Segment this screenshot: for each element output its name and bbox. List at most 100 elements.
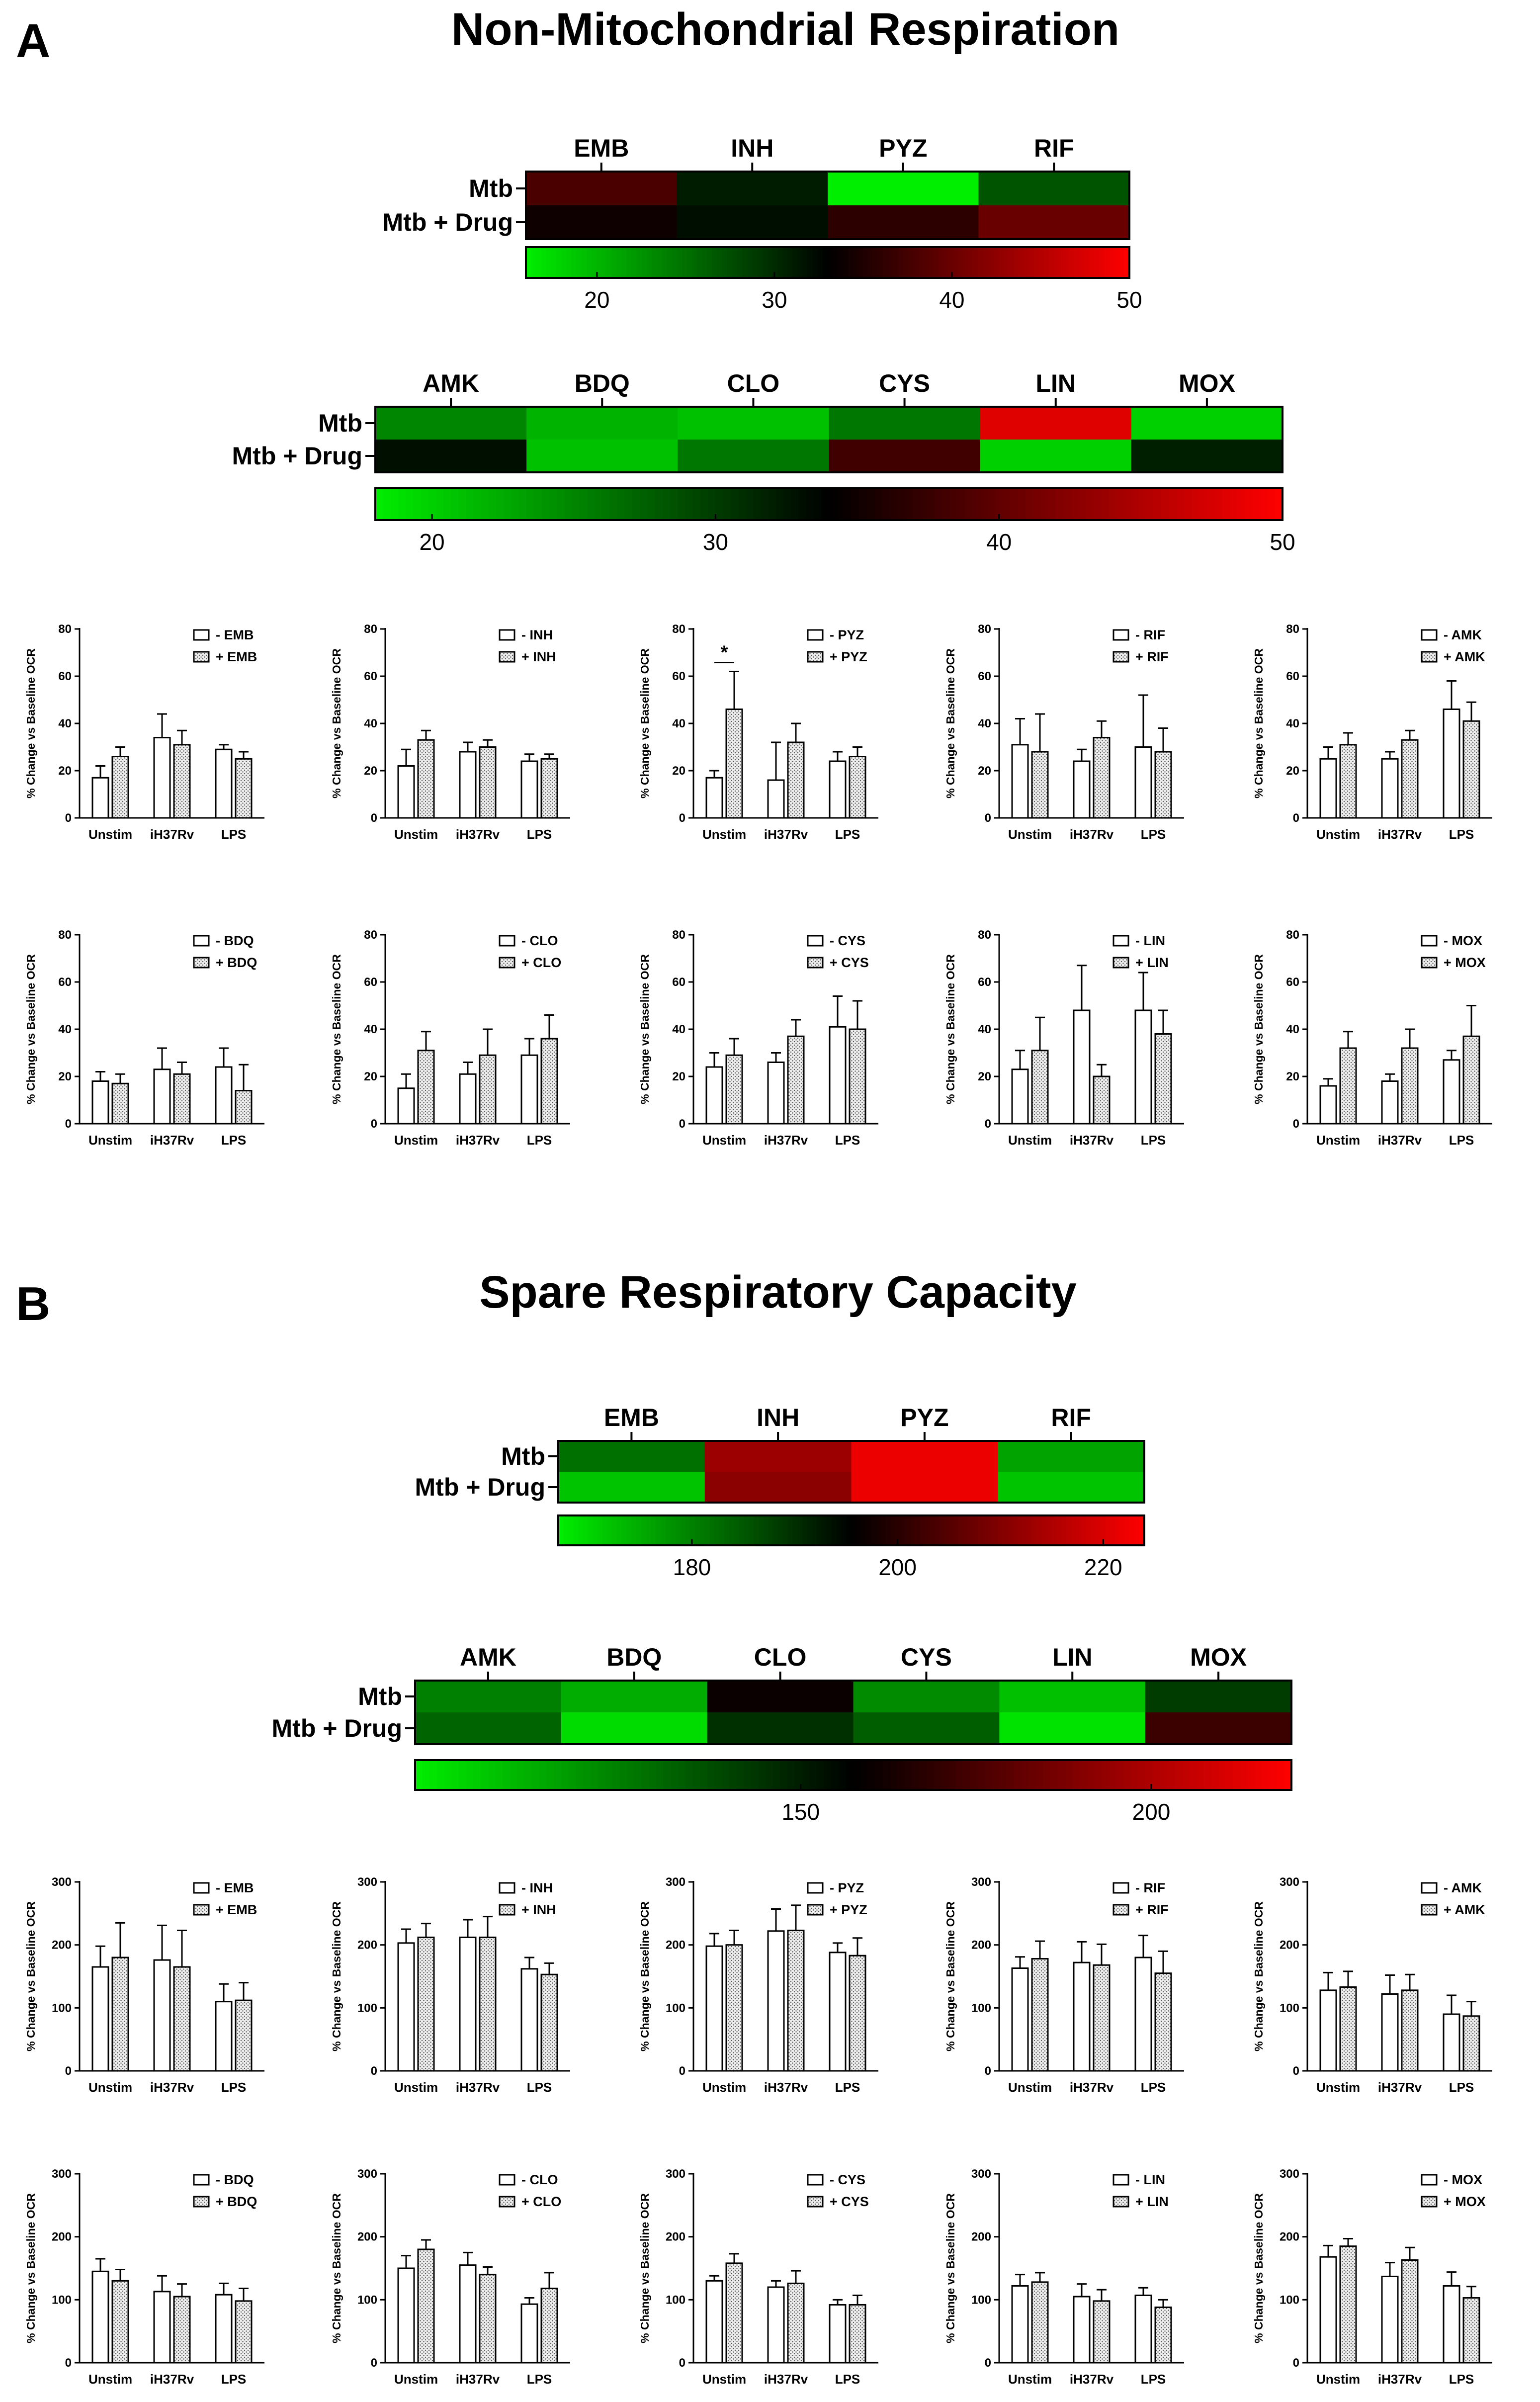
panel-b-mox-bar — [1462, 2297, 1480, 2364]
panel-a-heatmap-1-colorbar-segment — [727, 247, 733, 278]
panel-b-inh-x-tick-label: Unstim — [394, 2080, 438, 2095]
panel-b-heatmap-2-colorbar-segment — [736, 1760, 744, 1790]
panel-b-heatmap-2-colorbar-segment — [1035, 1760, 1044, 1790]
panel-b-heatmap-2-colorbar-segment — [1277, 1760, 1284, 1790]
panel-b-heatmap-2-cell — [999, 1712, 1146, 1745]
panel-title-a: Non-Mitochondrial Respiration — [451, 4, 1119, 55]
panel-b-heatmap-1-col-label: PYZ — [900, 1404, 948, 1431]
panel-b-heatmap-2-colorbar-segment — [794, 1760, 803, 1790]
panel-b-mox-legend-swatch — [1421, 2196, 1438, 2208]
panel-b-amk-legend-swatch — [1421, 1882, 1438, 1894]
panel-a-pyz-x-tick-label: Unstim — [702, 827, 746, 842]
panel-a-heatmap-1-colorbar-segment — [566, 247, 572, 278]
panel-a-heatmap-1-colorbar-segment — [561, 247, 567, 278]
panel-a-heatmap-2-colorbar-segment — [655, 488, 663, 520]
panel-b-heatmap-1-colorbar-segment — [592, 1515, 598, 1545]
panel-a-heatmap-1-colorbar-segment — [586, 247, 592, 278]
panel-a-heatmap-1-colorbar-segment — [988, 247, 994, 278]
panel-b-heatmap-1-colorbar-segment — [563, 1515, 569, 1545]
panel-b-heatmap-1-colorbar-segment — [856, 1515, 861, 1545]
panel-b-heatmap-1-colorbar-segment — [875, 1515, 881, 1545]
panel-a-cys-bar — [849, 1028, 866, 1125]
panel-b-heatmap-1-colorbar-segment — [709, 1515, 715, 1545]
panel-a-heatmap-1-row-label: Mtb + Drug — [383, 208, 513, 236]
panel-a-heatmap-1-cell — [677, 205, 828, 240]
panel-b-heatmap-2-colorbar-segment — [524, 1760, 532, 1790]
panel-b-bdq-x-tick-label: iH37Rv — [150, 2372, 194, 2387]
panel-b-heatmap-2-colorbar-segment — [992, 1760, 1000, 1790]
panel-a-mox-x-tick-label: iH37Rv — [1378, 1133, 1422, 1148]
panel-a-heatmap-2-colorbar-tick-label: 50 — [1270, 529, 1295, 555]
panel-a-clo-x-tick-label: Unstim — [394, 1133, 438, 1148]
panel-b-heatmap-1-colorbar-segment — [719, 1515, 725, 1545]
panel-b-amk-y-axis-label: % Change vs Baseline OCR — [1252, 1901, 1265, 2051]
panel-b-mox-legend-swatch — [1421, 2174, 1438, 2186]
panel-b-heatmap-1-colorbar-segment — [666, 1515, 671, 1545]
panel-b-amk-bar — [1381, 1993, 1399, 2072]
panel-a-heatmap-1-colorbar-frame — [525, 246, 1130, 279]
panel-b-bdq-bar — [91, 2270, 109, 2364]
panel-a-heatmap-2-colorbar-segment — [1154, 488, 1162, 520]
panel-b-rif-bar — [1134, 1957, 1152, 2072]
panel-a-heatmap-2-colorbar-segment — [897, 488, 905, 520]
panel-a-heatmap-2-col-label: MOX — [1179, 369, 1235, 397]
panel-b-heatmap-2-colorbar-segment — [444, 1760, 452, 1790]
panel-b-lin-bar — [1011, 2285, 1029, 2364]
panel-b-amk-y-tick-label: 300 — [1280, 1875, 1299, 1889]
panel-a-pyz-bar — [767, 779, 785, 819]
panel-a-heatmap-1-row-label: Mtb — [469, 175, 513, 202]
panel-a-heatmap-1-colorbar-segment — [742, 247, 748, 278]
panel-a-heatmap-1-colorbar-segment — [878, 247, 883, 278]
panel-b-emb-x-tick-label: LPS — [221, 2080, 247, 2095]
panel-b-lin-legend-label: + LIN — [1135, 2194, 1169, 2209]
panel-b-inh-y-tick-label: 200 — [357, 1939, 377, 1952]
panel-a-heatmap-1-colorbar-segment — [696, 247, 702, 278]
panel-a-heatmap-2-colorbar-segment — [1161, 488, 1170, 520]
panel-a-heatmap-1-colorbar-segment — [657, 247, 662, 278]
panel-a-emb-bar — [173, 744, 191, 819]
panel-a-heatmap-1-colorbar-segment — [767, 247, 773, 278]
panel-b-bdq-bar — [215, 2294, 233, 2364]
panel-a-clo-bar — [479, 1054, 497, 1125]
panel-b-clo-legend-swatch — [499, 2174, 515, 2186]
panel-b-heatmap-1-colorbar-segment — [1066, 1515, 1072, 1545]
panel-a-heatmap-1-colorbar-segment — [978, 247, 984, 278]
panel-b-heatmap-1-colorbar-segment — [1129, 1515, 1135, 1545]
panel-a-heatmap-1-colorbar-segment — [596, 247, 602, 278]
panel-b-heatmap-1-colorbar-segment — [768, 1515, 773, 1545]
panel-a-heatmap-2-cell — [526, 440, 678, 473]
panel-a-emb-y-tick-label: 40 — [58, 717, 72, 730]
panel-b-heatmap-2-colorbar-segment — [1007, 1760, 1015, 1790]
panel-b-clo-bar — [397, 2267, 415, 2364]
panel-a-heatmap-1-colorbar-segment — [1059, 247, 1065, 278]
panel-b-emb-legend-swatch — [193, 1904, 210, 1916]
panel-a-amk-legend-label: + AMK — [1444, 649, 1485, 664]
panel-a-heatmap-1-colorbar-segment — [1094, 247, 1100, 278]
panel-a-clo-y-axis-label: % Change vs Baseline OCR — [330, 954, 343, 1104]
panel-a-clo-y-tick-label: 80 — [364, 928, 377, 942]
panel-a-heatmap-1-colorbar-segment — [888, 247, 894, 278]
panel-b-heatmap-1-colorbar-segment — [1061, 1515, 1067, 1545]
panel-a-heatmap-1-colorbar-segment — [737, 247, 743, 278]
panel-b-heatmap-2-colorbar-segment — [1197, 1760, 1204, 1790]
panel-b-heatmap-2-colorbar-segment — [576, 1760, 584, 1790]
panel-a-heatmap-1-colorbar-segment — [1033, 247, 1039, 278]
panel-b-heatmap-2-colorbar-segment — [546, 1760, 554, 1790]
panel-b-inh-bar — [479, 1936, 497, 2072]
panel-a-heatmap-2-colorbar-segment — [730, 488, 739, 520]
panel-b-heatmap-1-colorbar-segment — [734, 1515, 740, 1545]
panel-a-cys-x-tick-label: iH37Rv — [764, 1133, 808, 1148]
panel-a-mox-bar-chart: % Change vs Baseline OCR 0 20 40 60 80 Unstim i… — [1252, 928, 1492, 1148]
panel-b-heatmap-2-colorbar-segment — [839, 1760, 847, 1790]
panel-b-heatmap-1-colorbar-segment — [1139, 1515, 1145, 1545]
panel-b-heatmap-1-colorbar-segment — [929, 1515, 935, 1545]
panel-a-heatmap-2-colorbar-segment — [972, 488, 981, 520]
panel-a-heatmap-1-cell — [828, 205, 979, 240]
panel-b-bdq-legend-swatch — [193, 2196, 210, 2208]
panel-a-heatmap-1-cell — [526, 205, 677, 240]
panel-b-heatmap-2-colorbar-segment — [671, 1760, 679, 1790]
panel-a-bdq-legend-swatch — [193, 957, 210, 969]
panel-a-heatmap-1-colorbar-segment — [958, 247, 964, 278]
panel-a-pyz-bar — [787, 741, 805, 819]
